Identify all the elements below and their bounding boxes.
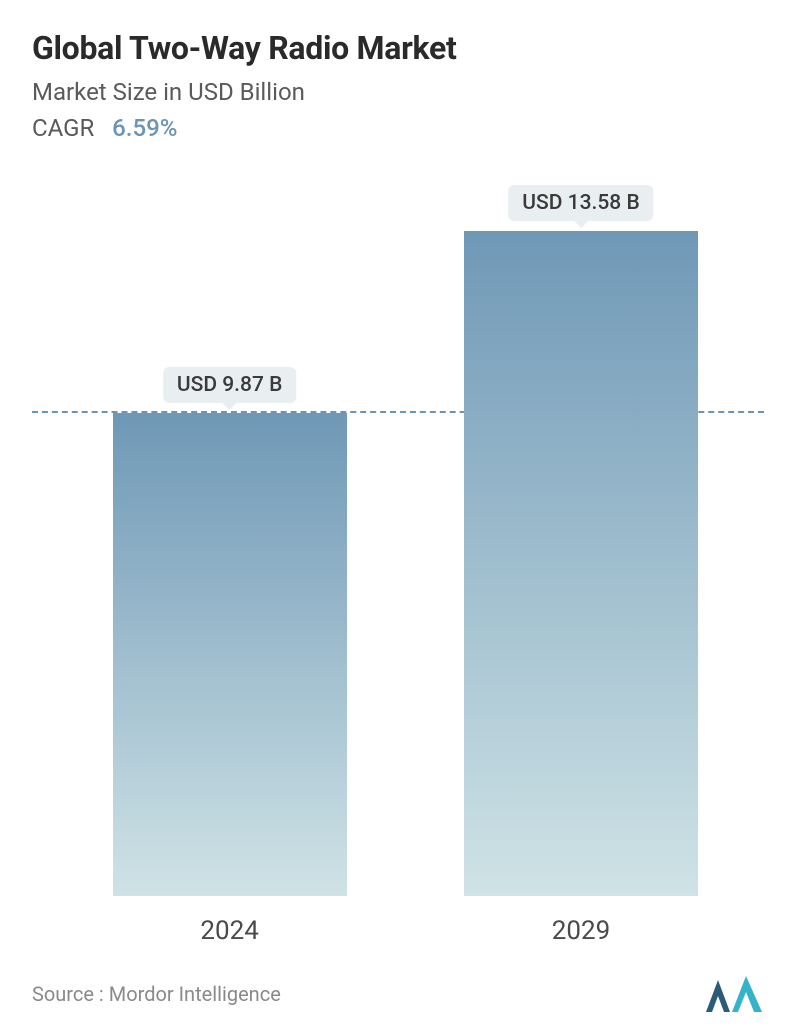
value-badge: USD 9.87 B: [163, 367, 297, 403]
cagr-label: CAGR: [32, 114, 94, 142]
x-axis-label: 2029: [552, 916, 610, 946]
chart-zone: USD 9.87 B USD 13.58 B 2024 2029: [32, 186, 764, 956]
chart-title: Global Two-Way Radio Market: [32, 28, 764, 68]
cagr-value: 6.59%: [112, 114, 177, 142]
chart-footer: Source : Mordor Intelligence: [32, 966, 764, 1014]
x-axis-label: 2024: [200, 916, 258, 946]
chart-plot: USD 9.87 B USD 13.58 B: [32, 186, 764, 896]
chart-container: Global Two-Way Radio Market Market Size …: [0, 0, 796, 1034]
source-text: Source : Mordor Intelligence: [32, 982, 281, 1006]
chart-header: Global Two-Way Radio Market Market Size …: [32, 28, 764, 142]
x-axis-labels: 2024 2029: [32, 906, 764, 956]
chart-subtitle: Market Size in USD Billion: [32, 78, 764, 106]
bar: [464, 231, 698, 896]
value-badge: USD 13.58 B: [508, 185, 653, 221]
cagr-line: CAGR 6.59%: [32, 114, 764, 142]
brand-logo-icon: [704, 974, 764, 1014]
bar: [113, 413, 347, 896]
